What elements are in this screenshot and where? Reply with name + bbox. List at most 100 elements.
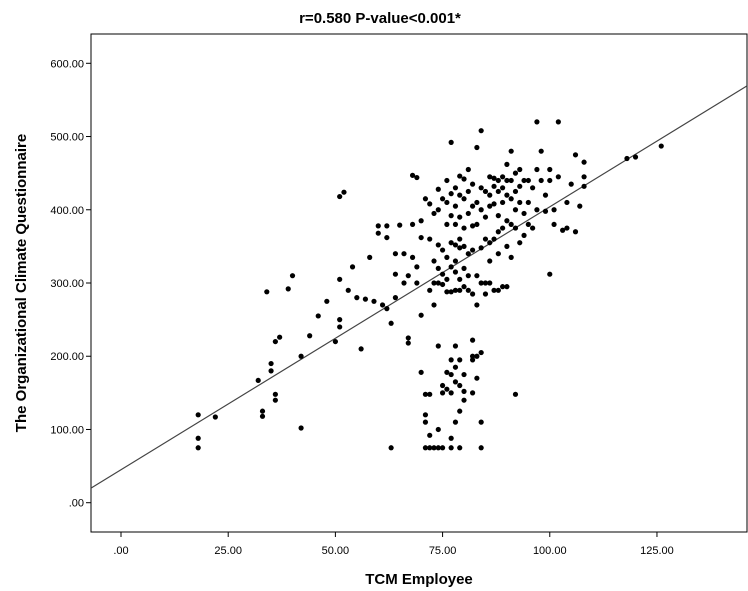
data-point xyxy=(452,221,459,228)
data-point xyxy=(444,221,450,228)
data-point xyxy=(521,210,527,217)
data-point xyxy=(560,227,566,233)
data-point xyxy=(500,225,506,231)
data-point xyxy=(448,371,454,378)
data-point xyxy=(384,234,390,241)
data-point xyxy=(272,391,278,397)
data-point xyxy=(482,291,489,297)
data-point xyxy=(332,338,338,345)
data-point xyxy=(337,276,343,282)
data-point xyxy=(264,289,270,295)
data-point xyxy=(409,172,416,178)
data-point xyxy=(504,192,510,198)
data-point xyxy=(512,391,519,397)
data-point xyxy=(375,230,381,236)
data-point xyxy=(469,181,476,187)
y-tick-label: 600.00 xyxy=(50,58,84,70)
data-point xyxy=(371,298,377,304)
data-point xyxy=(504,161,510,167)
data-point xyxy=(469,357,476,363)
data-point xyxy=(418,369,424,375)
data-point xyxy=(452,379,459,385)
data-point xyxy=(512,207,519,213)
data-point xyxy=(469,247,476,253)
data-point xyxy=(444,369,450,375)
data-point xyxy=(298,353,304,359)
data-point xyxy=(448,289,454,295)
data-point xyxy=(414,264,420,270)
y-axis: .00 100.00 200.00 300.00 400.00 500.00 600.00 xyxy=(50,58,91,510)
data-point xyxy=(474,199,480,206)
data-point xyxy=(538,177,544,184)
data-point xyxy=(427,236,433,242)
data-point xyxy=(474,273,480,279)
data-point xyxy=(448,357,454,363)
data-point xyxy=(487,174,493,180)
data-point xyxy=(465,210,471,217)
regression-fit-line xyxy=(90,85,748,489)
data-point xyxy=(461,265,467,271)
data-point xyxy=(542,192,549,198)
x-axis: .00 25.00 50.00 75.00 100.00 125.00 xyxy=(113,532,674,557)
data-point xyxy=(500,174,506,180)
data-point xyxy=(517,183,523,189)
data-point xyxy=(367,254,373,260)
data-point xyxy=(427,432,433,438)
data-point xyxy=(195,435,201,441)
data-point xyxy=(465,273,471,279)
data-point xyxy=(212,414,218,420)
data-point xyxy=(358,346,364,352)
data-point xyxy=(624,155,630,162)
data-point xyxy=(427,201,433,207)
y-axis-title: The Organizational Climate Questionnaire xyxy=(13,134,30,432)
data-point xyxy=(461,397,467,403)
data-point xyxy=(478,245,484,251)
data-point xyxy=(465,287,471,293)
data-point xyxy=(259,413,266,419)
data-point xyxy=(487,203,493,209)
data-point xyxy=(422,445,429,451)
data-point xyxy=(439,271,446,277)
data-point xyxy=(431,280,437,286)
chart-title: r=0.580 P-value<0.001* xyxy=(299,10,461,27)
data-point xyxy=(491,236,497,242)
data-point xyxy=(512,188,519,195)
data-point xyxy=(457,214,463,220)
data-point xyxy=(448,390,454,396)
data-point xyxy=(478,280,484,286)
data-point xyxy=(474,353,480,359)
data-point xyxy=(362,296,369,302)
data-point xyxy=(469,291,476,297)
data-point xyxy=(495,251,501,257)
data-point xyxy=(452,419,459,425)
data-point xyxy=(461,243,467,249)
data-point xyxy=(422,196,429,202)
data-point xyxy=(478,445,484,451)
x-tick-label: 100.00 xyxy=(533,545,567,557)
data-point xyxy=(508,221,514,228)
data-point xyxy=(478,185,484,191)
data-point xyxy=(461,196,467,202)
data-point xyxy=(465,251,471,257)
data-point xyxy=(491,183,497,189)
data-point xyxy=(534,119,540,125)
data-point xyxy=(478,419,484,425)
data-point xyxy=(572,229,579,235)
y-tick-label: .00 xyxy=(69,498,84,510)
data-point xyxy=(298,425,304,431)
data-point xyxy=(277,334,283,340)
data-point xyxy=(379,302,386,308)
data-point xyxy=(397,222,403,228)
data-point xyxy=(409,254,416,260)
data-point xyxy=(508,148,514,154)
data-point xyxy=(482,188,489,195)
data-point xyxy=(457,236,463,242)
data-point xyxy=(457,192,463,198)
data-point xyxy=(564,225,570,231)
data-point xyxy=(581,183,587,189)
data-point xyxy=(530,225,536,231)
data-point xyxy=(500,199,506,206)
data-point xyxy=(547,166,553,173)
data-point xyxy=(452,343,459,349)
y-tick-label: 500.00 xyxy=(50,132,84,144)
